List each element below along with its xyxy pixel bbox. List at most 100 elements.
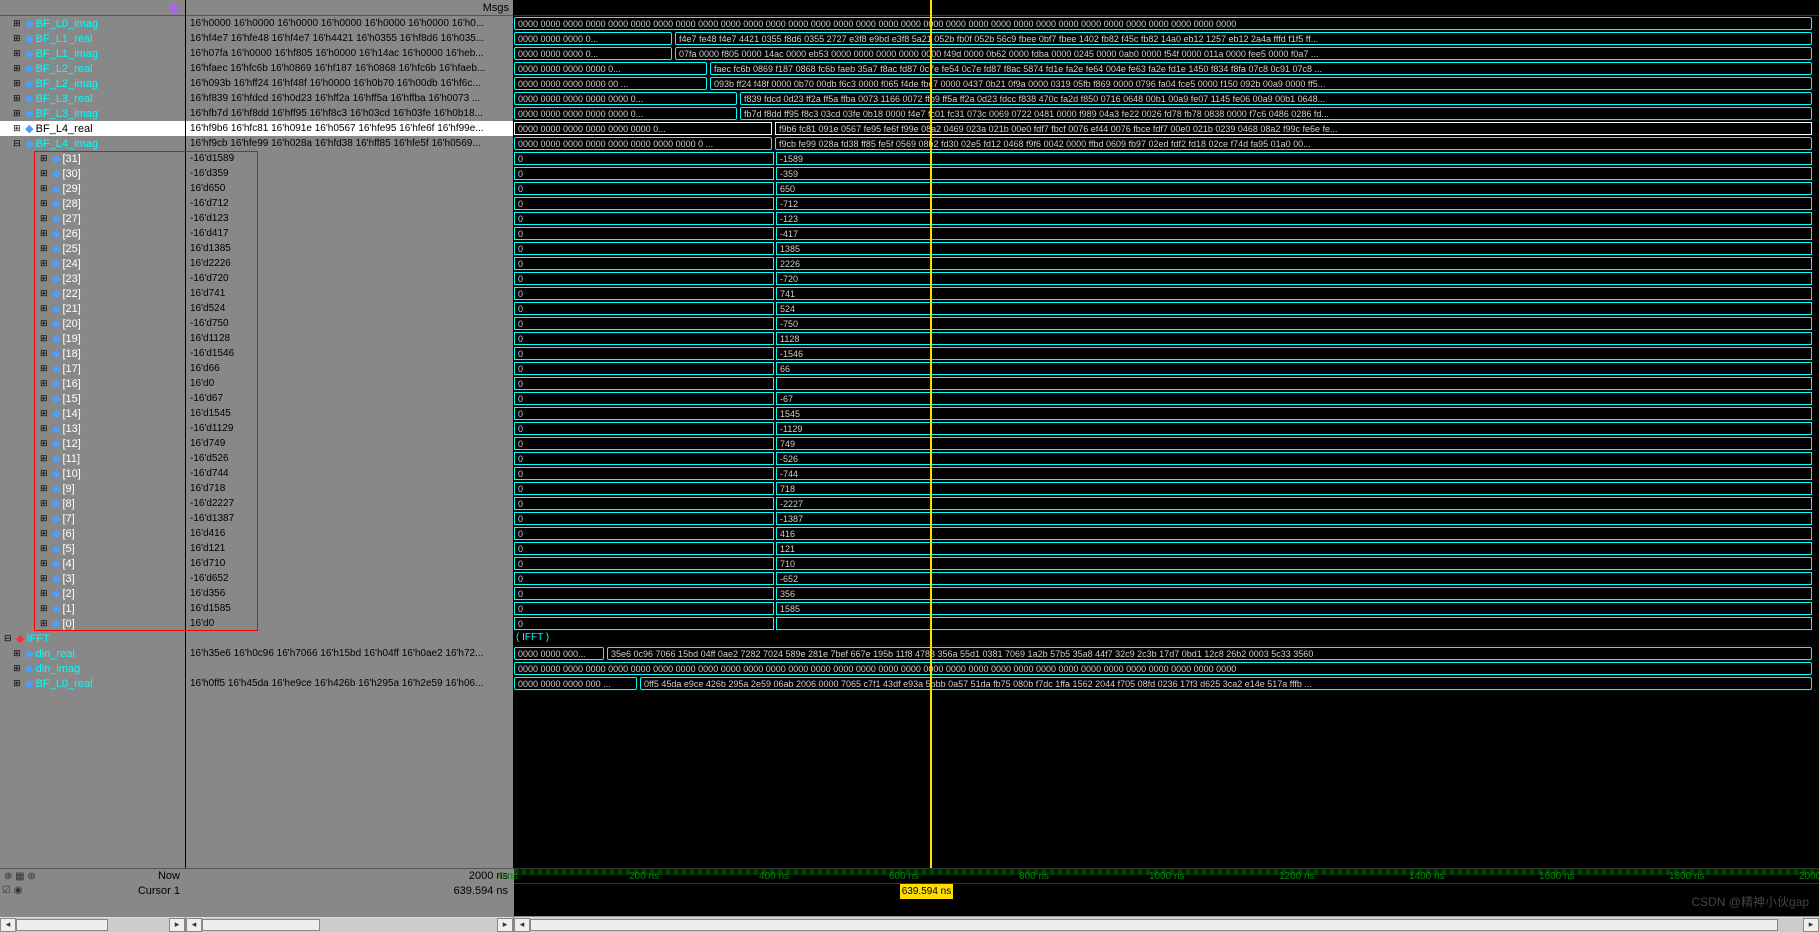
wave-bit-row[interactable]: 0-67 bbox=[514, 391, 1819, 406]
wave-row[interactable]: 0000 0000 0000 000 ...0ff5 45da e9ce 426… bbox=[514, 676, 1819, 691]
wave-bit-row[interactable]: 0-1387 bbox=[514, 511, 1819, 526]
signal-bit-row[interactable]: ⊞◆[15] bbox=[0, 391, 185, 406]
wave-group-row[interactable]: ( IFFT ) bbox=[514, 631, 1819, 646]
wave-bit-row[interactable]: 0-359 bbox=[514, 166, 1819, 181]
scroll-left-btn[interactable]: ◂ bbox=[186, 918, 202, 932]
signal-bit-row[interactable]: ⊞◆[29] bbox=[0, 181, 185, 196]
wave-row[interactable]: 0000 0000 0000 0000 0000 0...fb7d f8dd f… bbox=[514, 106, 1819, 121]
wave-bit-row[interactable]: 01545 bbox=[514, 406, 1819, 421]
signal-row[interactable]: ⊞◆BF_L3_real bbox=[0, 91, 185, 106]
wave-bit-row[interactable]: 0-712 bbox=[514, 196, 1819, 211]
wave-bit-row[interactable]: 0-652 bbox=[514, 571, 1819, 586]
wave-row[interactable]: 0000 0000 0000 0...f4e7 fe48 f4e7 4421 0… bbox=[514, 31, 1819, 46]
signal-row[interactable]: ⊞◆BF_L4_real bbox=[0, 121, 185, 136]
wave-bit-row[interactable]: 0710 bbox=[514, 556, 1819, 571]
wave-bit-row[interactable]: 0-750 bbox=[514, 316, 1819, 331]
cursor-ruler[interactable]: 639.594 ns bbox=[514, 883, 1819, 898]
wave-row[interactable]: 0000 0000 0000 0000 0000 0000 0000 0000 … bbox=[514, 661, 1819, 676]
cursor-line[interactable] bbox=[930, 0, 932, 868]
wave-bit-row[interactable]: 01585 bbox=[514, 601, 1819, 616]
signal-bit-row[interactable]: ⊞◆[16] bbox=[0, 376, 185, 391]
signal-bit-row[interactable]: ⊞◆[1] bbox=[0, 601, 185, 616]
signal-bit-row[interactable]: ⊞◆[18] bbox=[0, 346, 185, 361]
wave-bit-row[interactable]: 0-744 bbox=[514, 466, 1819, 481]
signal-bit-row[interactable]: ⊞◆[21] bbox=[0, 301, 185, 316]
wave-bit-row[interactable]: 0-1129 bbox=[514, 421, 1819, 436]
signal-bit-row[interactable]: ⊞◆[11] bbox=[0, 451, 185, 466]
scroll-right-btn[interactable]: ▸ bbox=[1803, 918, 1819, 932]
signal-bit-row[interactable]: ⊞◆[7] bbox=[0, 511, 185, 526]
signal-bit-row[interactable]: ⊞◆[9] bbox=[0, 481, 185, 496]
wave-panel[interactable]: 0000 0000 0000 0000 0000 0000 0000 0000 … bbox=[514, 0, 1819, 868]
signal-bit-row[interactable]: ⊞◆[0] bbox=[0, 616, 185, 631]
signal-row[interactable]: ⊞◆BF_L3_imag bbox=[0, 106, 185, 121]
signal-bit-row[interactable]: ⊞◆[23] bbox=[0, 271, 185, 286]
signal-row[interactable]: ⊞◆BF_L2_real bbox=[0, 61, 185, 76]
wave-bit-row[interactable]: 0741 bbox=[514, 286, 1819, 301]
wave-bit-row[interactable]: 066 bbox=[514, 361, 1819, 376]
wave-bit-row[interactable]: 0356 bbox=[514, 586, 1819, 601]
signal-bit-row[interactable]: ⊞◆[2] bbox=[0, 586, 185, 601]
signal-bit-row[interactable]: ⊞◆[13] bbox=[0, 421, 185, 436]
signal-bit-row[interactable]: ⊞◆[27] bbox=[0, 211, 185, 226]
signal-bit-row[interactable]: ⊞◆[25] bbox=[0, 241, 185, 256]
wave-row[interactable]: 0000 0000 0000 0000 0...faec fc6b 0869 f… bbox=[514, 61, 1819, 76]
signal-row[interactable]: ⊞◆BF_L1_imag bbox=[0, 46, 185, 61]
scroll-track-wave[interactable] bbox=[530, 918, 1803, 932]
wave-bit-row[interactable]: 0718 bbox=[514, 481, 1819, 496]
wave-bit-row[interactable]: 0749 bbox=[514, 436, 1819, 451]
scroll-left-btn[interactable]: ◂ bbox=[514, 918, 530, 932]
panel-menu-icon[interactable]: ◈ bbox=[167, 1, 181, 15]
wave-bit-row[interactable]: 0-1589 bbox=[514, 151, 1819, 166]
wave-bit-row[interactable]: 0121 bbox=[514, 541, 1819, 556]
wave-bit-row[interactable]: 0-123 bbox=[514, 211, 1819, 226]
signal-row[interactable]: ⊞◆BF_L2_imag bbox=[0, 76, 185, 91]
signal-bit-row[interactable]: ⊞◆[4] bbox=[0, 556, 185, 571]
wave-row[interactable]: 0000 0000 0000 0000 0000 0...f839 fdcd 0… bbox=[514, 91, 1819, 106]
signal-row[interactable]: ⊟◆BF_L4_imag bbox=[0, 136, 185, 151]
wave-bit-row[interactable]: 0416 bbox=[514, 526, 1819, 541]
wave-bit-row[interactable]: 0-417 bbox=[514, 226, 1819, 241]
wave-bit-row[interactable]: 0650 bbox=[514, 181, 1819, 196]
signal-bit-row[interactable]: ⊞◆[17] bbox=[0, 361, 185, 376]
time-ruler[interactable]: 0 ns200 ns400 ns600 ns800 ns1000 ns1200 … bbox=[514, 868, 1819, 883]
scroll-track-sig[interactable] bbox=[16, 918, 169, 932]
cursor-time-marker[interactable]: 639.594 ns bbox=[900, 884, 954, 899]
signal-row[interactable]: ⊞◆BF_L1_real bbox=[0, 31, 185, 46]
signal-bit-row[interactable]: ⊞◆[31] bbox=[0, 151, 185, 166]
wave-bit-row[interactable]: 0-2227 bbox=[514, 496, 1819, 511]
wave-bit-row[interactable]: 0-526 bbox=[514, 451, 1819, 466]
wave-bit-row[interactable]: 01385 bbox=[514, 241, 1819, 256]
signal-bit-row[interactable]: ⊞◆[30] bbox=[0, 166, 185, 181]
zoom-icon[interactable]: ⊕ ▦ ⊛ bbox=[4, 871, 36, 882]
wave-row[interactable]: 0000 0000 0000 0000 00 ...093b ff24 f48f… bbox=[514, 76, 1819, 91]
wave-row[interactable]: 0000 0000 0000 0000 0000 0000 0000 0000 … bbox=[514, 136, 1819, 151]
scroll-right-btn[interactable]: ▸ bbox=[169, 918, 185, 932]
signal-bit-row[interactable]: ⊞◆[3] bbox=[0, 571, 185, 586]
signal-row[interactable]: ⊞◆din_imag bbox=[0, 661, 185, 676]
signal-row[interactable]: ⊟◆IFFT bbox=[0, 631, 185, 646]
signal-bit-row[interactable]: ⊞◆[6] bbox=[0, 526, 185, 541]
signal-row[interactable]: ⊞◆BF_L0_real bbox=[0, 676, 185, 691]
wave-row[interactable]: 0000 0000 000...35e6 0c96 7066 15bd 04ff… bbox=[514, 646, 1819, 661]
wave-bit-row[interactable]: 0 bbox=[514, 616, 1819, 631]
signal-bit-row[interactable]: ⊞◆[12] bbox=[0, 436, 185, 451]
signal-bit-row[interactable]: ⊞◆[20] bbox=[0, 316, 185, 331]
signal-bit-row[interactable]: ⊞◆[8] bbox=[0, 496, 185, 511]
scroll-left-btn[interactable]: ◂ bbox=[0, 918, 16, 932]
signal-bit-row[interactable]: ⊞◆[10] bbox=[0, 466, 185, 481]
wave-bit-row[interactable]: 0524 bbox=[514, 301, 1819, 316]
signal-row[interactable]: ⊞◆BF_L0_imag bbox=[0, 16, 185, 31]
signal-bit-row[interactable]: ⊞◆[24] bbox=[0, 256, 185, 271]
scroll-track-val[interactable] bbox=[202, 918, 497, 932]
signal-bit-row[interactable]: ⊞◆[5] bbox=[0, 541, 185, 556]
wave-row[interactable]: 0000 0000 0000 0...07fa 0000 f805 0000 1… bbox=[514, 46, 1819, 61]
signal-bit-row[interactable]: ⊞◆[26] bbox=[0, 226, 185, 241]
wave-row[interactable]: 0000 0000 0000 0000 0000 0000 0...f9b6 f… bbox=[514, 121, 1819, 136]
signal-bit-row[interactable]: ⊞◆[28] bbox=[0, 196, 185, 211]
wave-bit-row[interactable]: 01128 bbox=[514, 331, 1819, 346]
scroll-right-btn[interactable]: ▸ bbox=[497, 918, 513, 932]
signal-row[interactable]: ⊞◆din_real bbox=[0, 646, 185, 661]
signal-bit-row[interactable]: ⊞◆[22] bbox=[0, 286, 185, 301]
wave-bit-row[interactable]: 02226 bbox=[514, 256, 1819, 271]
